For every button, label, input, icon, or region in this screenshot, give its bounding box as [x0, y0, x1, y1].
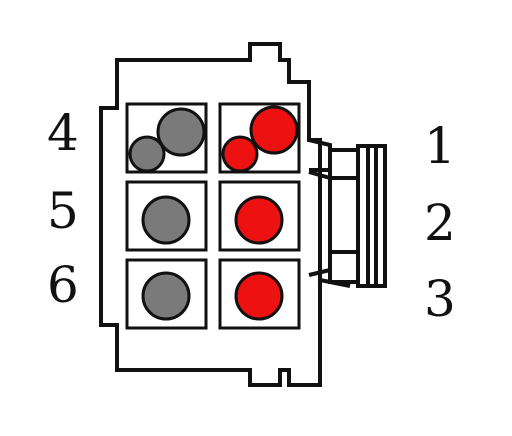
pin-1-contact-large: [249, 105, 299, 155]
pin-4-contact-small: [128, 135, 166, 173]
pin-label-3: 3: [424, 270, 456, 328]
connector-latch: [308, 138, 387, 288]
pin-labels-right: 1 2 3: [424, 117, 456, 328]
pin-label-5: 5: [47, 182, 79, 240]
pin-labels-left: 4 5 6: [47, 104, 79, 314]
pin-5-contact: [141, 195, 191, 245]
pin-6-contact: [141, 271, 191, 321]
pin-label-6: 6: [47, 256, 79, 314]
pin-label-1: 1: [424, 117, 456, 175]
pin-label-4: 4: [47, 104, 79, 162]
pin-label-2: 2: [424, 194, 456, 252]
pin-2-contact: [234, 195, 284, 245]
pin-1-contact-small: [221, 135, 259, 173]
pin-contacts: [128, 105, 299, 321]
pin-4-contact-large: [156, 107, 206, 157]
pin-3-contact: [234, 271, 284, 321]
